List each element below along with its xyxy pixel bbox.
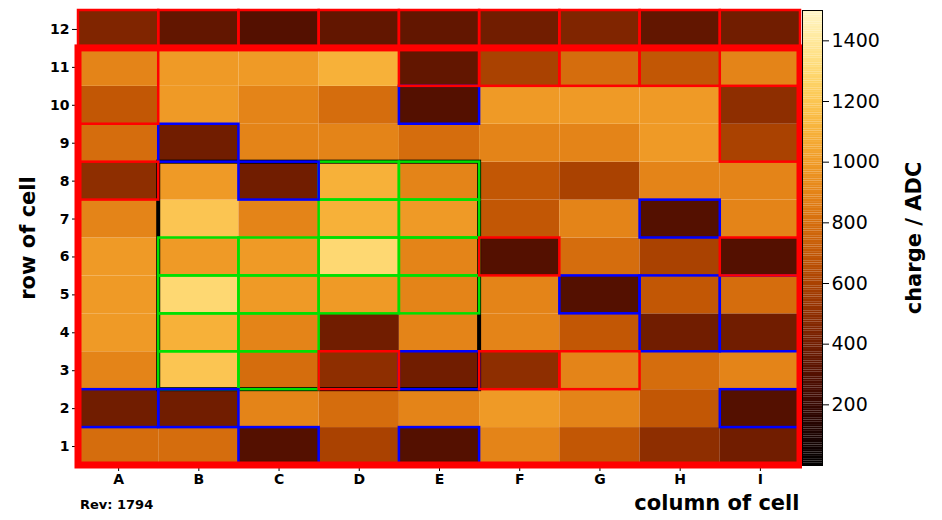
svg-text:4: 4 <box>60 324 70 340</box>
svg-text:400: 400 <box>832 332 868 354</box>
svg-text:3: 3 <box>60 362 70 378</box>
svg-text:7: 7 <box>60 211 70 227</box>
svg-text:column of cell: column of cell <box>634 491 799 515</box>
svg-text:A: A <box>113 471 124 487</box>
svg-text:B: B <box>193 471 204 487</box>
svg-text:C: C <box>274 471 284 487</box>
svg-text:5: 5 <box>60 286 70 302</box>
svg-text:row of cell: row of cell <box>16 176 40 299</box>
svg-text:600: 600 <box>832 272 868 294</box>
html-text:Rev: 1794: Rev: 1794 <box>80 497 154 512</box>
svg-text:E: E <box>435 471 445 487</box>
svg-text:11: 11 <box>50 59 69 75</box>
svg-text:1400: 1400 <box>832 29 880 51</box>
svg-text:G: G <box>594 471 606 487</box>
svg-text:charge / ADC: charge / ADC <box>902 162 926 315</box>
svg-text:1: 1 <box>60 438 70 454</box>
svg-text:9: 9 <box>60 135 70 151</box>
svg-text:12: 12 <box>50 21 69 37</box>
svg-text:2: 2 <box>60 400 70 416</box>
svg-text:1000: 1000 <box>832 150 880 172</box>
svg-text:800: 800 <box>832 211 868 233</box>
svg-text:8: 8 <box>60 173 70 189</box>
svg-text:10: 10 <box>50 97 70 113</box>
svg-text:D: D <box>353 471 365 487</box>
svg-text:6: 6 <box>60 248 70 264</box>
svg-text:200: 200 <box>832 393 868 415</box>
svg-text:I: I <box>758 471 763 487</box>
svg-text:H: H <box>674 471 686 487</box>
svg-text:1200: 1200 <box>832 90 880 112</box>
svg-text:F: F <box>515 471 525 487</box>
